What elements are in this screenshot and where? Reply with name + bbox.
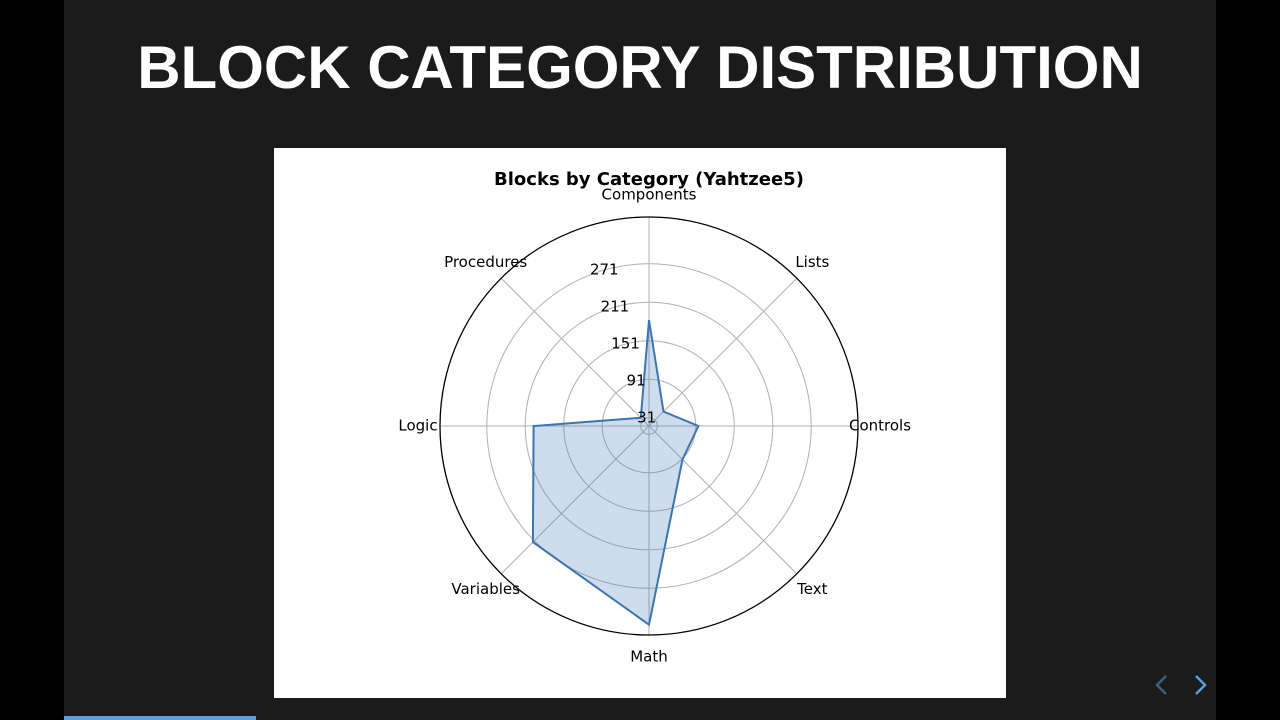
category-label: Controls <box>849 417 911 435</box>
category-label: Text <box>796 580 827 598</box>
category-label: Lists <box>795 253 829 271</box>
category-label: Components <box>602 186 697 204</box>
outer-frame <box>439 216 859 636</box>
r-tick-label: 271 <box>590 261 619 279</box>
grid-spoke <box>500 425 650 575</box>
prev-button[interactable] <box>1155 675 1167 695</box>
progress-bar <box>64 716 256 720</box>
r-tick-label: 151 <box>611 335 640 353</box>
grid-spoke <box>500 277 650 427</box>
radar-area <box>531 320 700 627</box>
r-tick-label: 91 <box>627 372 646 390</box>
r-tick-label: 211 <box>601 298 630 316</box>
slide-title: BLOCK CATEGORY DISTRIBUTION <box>137 34 1143 101</box>
category-label: Logic <box>398 417 437 435</box>
r-tick-label: 31 <box>637 408 656 426</box>
chart-title: Blocks by Category (Yahtzee5) <box>494 169 804 190</box>
category-label: Variables <box>451 580 520 598</box>
chart-panel <box>274 148 1006 698</box>
category-label: Math <box>630 648 668 666</box>
next-button[interactable] <box>1195 675 1207 695</box>
category-label: Procedures <box>444 253 527 271</box>
grid-spoke <box>648 425 798 575</box>
grid-spoke <box>648 277 798 427</box>
